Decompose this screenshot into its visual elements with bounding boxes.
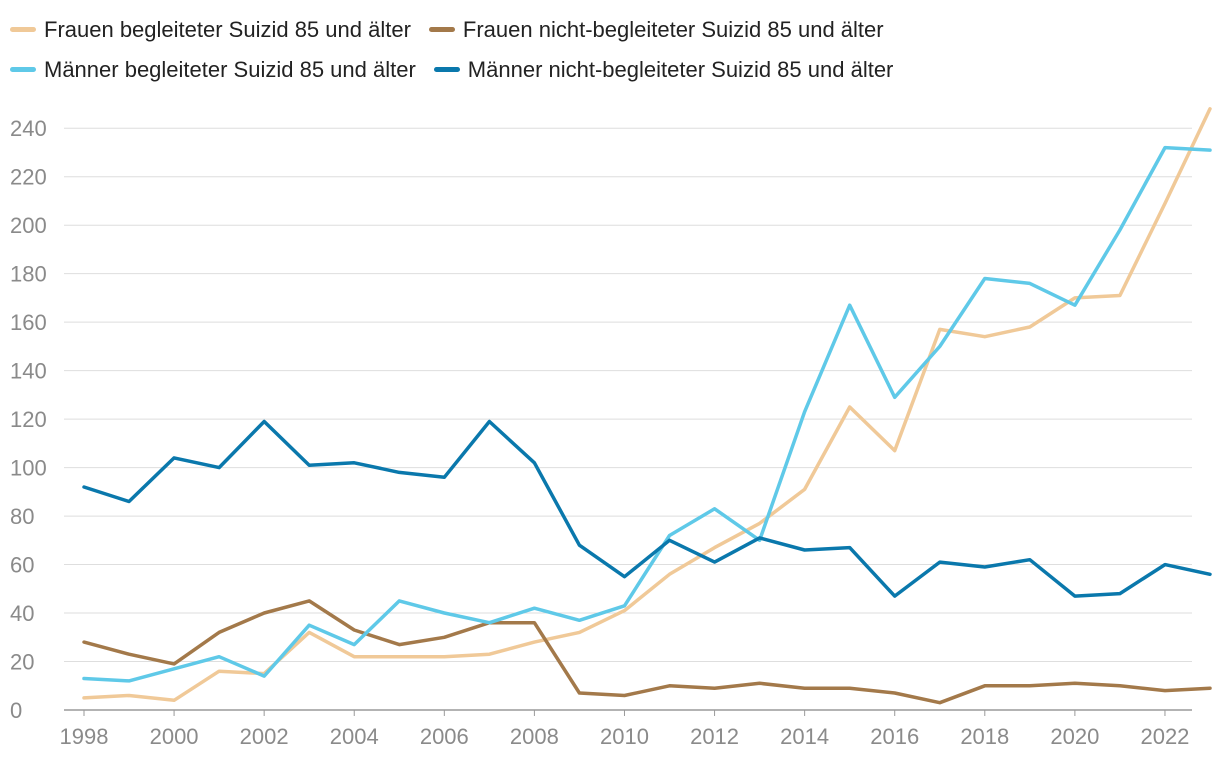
y-tick-label-140: 140 — [10, 359, 47, 384]
x-tick-label-2014: 2014 — [780, 724, 829, 749]
x-tick-label-2002: 2002 — [240, 724, 289, 749]
y-tick-label-120: 120 — [10, 407, 47, 432]
legend: Frauen begleiteter Suizid 85 und älter Fr… — [10, 10, 1190, 90]
y-tick-label-200: 200 — [10, 213, 47, 238]
y-tick-label-100: 100 — [10, 456, 47, 481]
x-tick-label-2006: 2006 — [420, 724, 469, 749]
legend-label: Männer begleiteter Suizid 85 und älter — [44, 57, 416, 82]
x-tick-label-2022: 2022 — [1140, 724, 1189, 749]
y-tick-label-240: 240 — [10, 116, 47, 141]
y-tick-label-0: 0 — [10, 698, 22, 723]
x-tick-label-2000: 2000 — [150, 724, 199, 749]
y-tick-label-220: 220 — [10, 165, 47, 190]
legend-swatch — [428, 26, 455, 32]
y-tick-label-180: 180 — [10, 262, 47, 287]
y-tick-label-60: 60 — [10, 553, 34, 578]
legend-item-frauen-begleitet: Frauen begleiteter Suizid 85 und älter — [10, 10, 411, 50]
legend-item-maenner-begleitet: Männer begleiteter Suizid 85 und älter — [10, 50, 416, 90]
legend-item-maenner-nicht-begleitet: Männer nicht-begleiteter Suizid 85 und ä… — [433, 50, 894, 90]
x-tick-label-2010: 2010 — [600, 724, 649, 749]
legend-swatch — [433, 66, 460, 72]
legend-swatch — [10, 26, 36, 32]
series-line-3 — [82, 419, 1212, 598]
legend-label: Frauen begleiteter Suizid 85 und älter — [44, 17, 411, 42]
x-tick-label-1998: 1998 — [60, 724, 109, 749]
y-tick-label-160: 160 — [10, 310, 47, 335]
series-line-1 — [82, 599, 1212, 705]
series-line-0 — [82, 107, 1212, 703]
y-tick-label-20: 20 — [10, 650, 34, 675]
legend-label: Männer nicht-begleiteter Suizid 85 und ä… — [467, 57, 894, 82]
x-tick-label-2008: 2008 — [510, 724, 559, 749]
legend-item-frauen-nicht-begleitet: Frauen nicht-begleiteter Suizid 85 und ä… — [428, 10, 884, 50]
x-tick-label-2016: 2016 — [870, 724, 919, 749]
y-tick-label-40: 40 — [10, 601, 34, 626]
x-tick-label-2018: 2018 — [960, 724, 1009, 749]
x-tick-label-2004: 2004 — [330, 724, 379, 749]
legend-swatch — [10, 66, 36, 72]
y-tick-label-80: 80 — [10, 504, 34, 529]
x-tick-label-2020: 2020 — [1050, 724, 1099, 749]
series-line-2 — [82, 145, 1212, 683]
legend-label: Frauen nicht-begleiteter Suizid 85 und ä… — [462, 17, 884, 42]
x-tick-label-2012: 2012 — [690, 724, 739, 749]
